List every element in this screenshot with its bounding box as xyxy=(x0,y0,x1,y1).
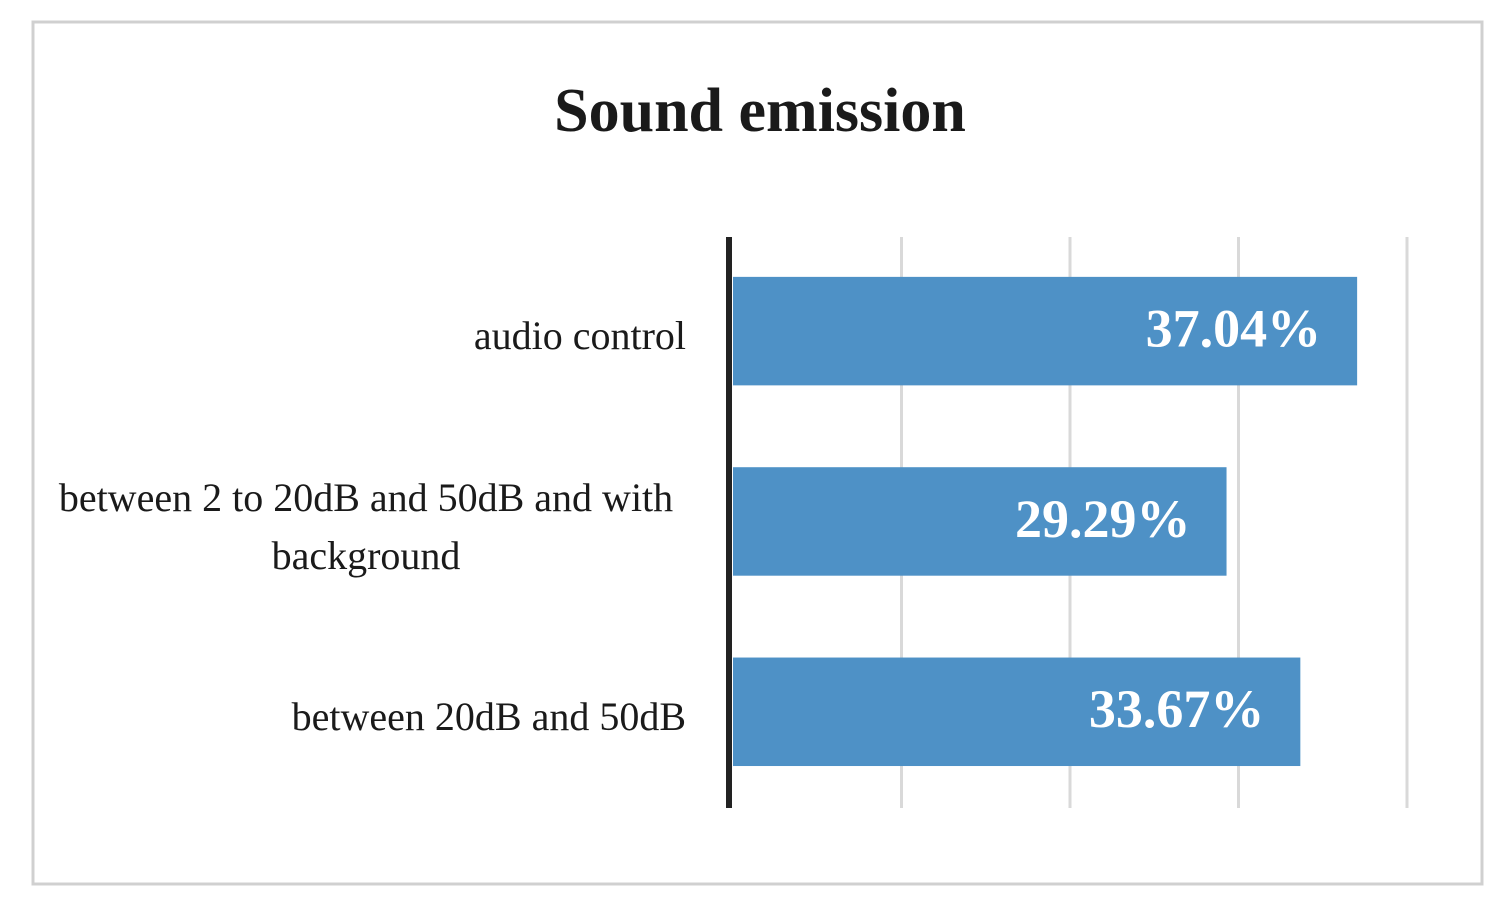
data-label: 29.29% xyxy=(1015,489,1191,549)
category-text: audio control xyxy=(473,313,686,359)
chart-title: Sound emission xyxy=(554,77,966,145)
category-label: audio control xyxy=(46,307,686,365)
bar xyxy=(733,657,1301,767)
category-text: between 2 to 20dB and 50dB and with back… xyxy=(58,474,674,578)
bar xyxy=(733,276,1358,386)
category-label: between 2 to 20dB and 50dB and with back… xyxy=(46,469,686,585)
bar xyxy=(733,467,1227,576)
data-label: 37.04% xyxy=(1146,299,1322,359)
data-label: 33.67% xyxy=(1089,679,1265,739)
category-text: between 20dB and 50dB xyxy=(291,693,686,739)
category-label: between 20dB and 50dB xyxy=(46,688,686,746)
